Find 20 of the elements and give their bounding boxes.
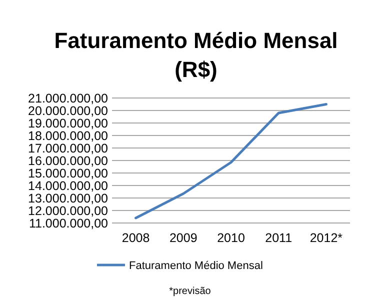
chart-title: Faturamento Médio Mensal (R$) (54, 28, 338, 82)
legend-label: Faturamento Médio Mensal (129, 260, 263, 272)
x-tick-label: 2012* (310, 231, 343, 245)
x-tick-label: 2008 (122, 231, 150, 245)
y-tick-label: 14.000.000,00 (28, 178, 108, 193)
y-tick-label: 13.000.000,00 (28, 191, 108, 206)
y-tick-label: 12.000.000,00 (28, 204, 108, 218)
y-tick-label: 11.000.000,00 (28, 216, 108, 230)
y-tick-label: 18.000.000,00 (28, 128, 108, 143)
x-tick-label: 2011 (265, 231, 292, 245)
y-tick-label: 21.000.000,00 (28, 91, 108, 106)
line-series (134, 103, 328, 220)
x-tick-label: 2009 (169, 231, 198, 245)
y-tick-label: 16.000.000,00 (28, 154, 108, 168)
x-tick-label: 2010 (217, 231, 245, 245)
text: *previsão (169, 286, 212, 297)
y-tick-label: 17.000.000,00 (28, 141, 108, 156)
y-tick-label: 20.000.000,00 (28, 104, 108, 118)
y-tick-label: 19.000.000,00 (28, 116, 108, 130)
y-tick-label: 15.000.000,00 (28, 166, 108, 180)
